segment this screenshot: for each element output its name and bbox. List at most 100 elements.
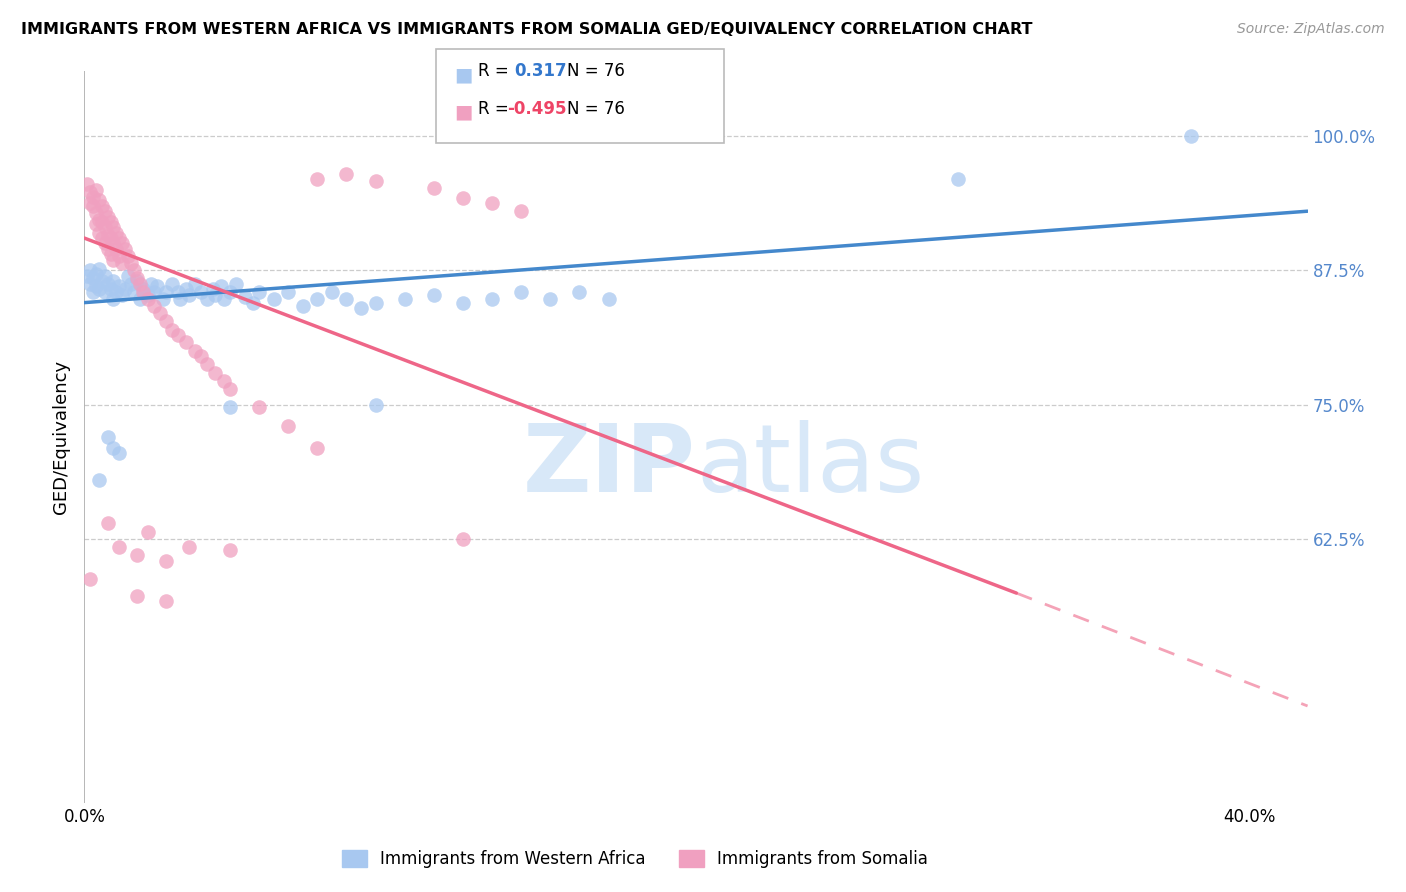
Point [204, 288, 226, 302]
Point [100, 282, 122, 296]
Point [82, 190, 104, 204]
Point [277, 285, 299, 299]
Point [82, 199, 104, 213]
Point [103, 274, 125, 288]
Point [190, 285, 212, 299]
Point [204, 366, 226, 380]
Point [105, 242, 128, 256]
Point [538, 293, 561, 307]
Point [84, 217, 107, 231]
Point [364, 174, 387, 188]
Text: IMMIGRANTS FROM WESTERN AFRICA VS IMMIGRANTS FROM SOMALIA GED/EQUIVALENCY CORREL: IMMIGRANTS FROM WESTERN AFRICA VS IMMIGR… [21, 22, 1032, 37]
Point [225, 277, 247, 292]
Point [125, 274, 148, 288]
Point [117, 249, 139, 263]
Text: R =: R = [478, 62, 515, 80]
Point [87, 282, 110, 296]
Point [155, 554, 177, 568]
Point [103, 236, 125, 251]
Point [321, 285, 343, 299]
Point [451, 533, 474, 547]
Point [105, 226, 128, 240]
Point [122, 285, 145, 299]
Point [84, 183, 107, 197]
Point [79, 572, 101, 586]
Point [307, 441, 329, 455]
Point [90, 215, 112, 229]
Point [90, 231, 112, 245]
Point [195, 357, 218, 371]
Point [93, 268, 115, 283]
Point [93, 204, 115, 219]
Point [155, 285, 177, 299]
Point [87, 262, 110, 277]
Point [155, 314, 177, 328]
Point [219, 382, 242, 396]
Point [184, 344, 207, 359]
Point [82, 271, 104, 285]
Point [103, 293, 125, 307]
Point [212, 374, 235, 388]
Text: atlas: atlas [696, 420, 924, 512]
Point [97, 210, 120, 224]
Point [155, 593, 177, 607]
Point [143, 299, 166, 313]
Point [76, 268, 98, 283]
Text: 0.317: 0.317 [515, 62, 567, 80]
Point [166, 285, 188, 299]
Point [93, 285, 115, 299]
Point [307, 172, 329, 186]
Point [105, 285, 128, 299]
Y-axis label: GED/Equivalency: GED/Equivalency [52, 360, 70, 514]
Point [138, 524, 160, 539]
Text: ■: ■ [454, 65, 472, 84]
Point [946, 172, 969, 186]
Point [190, 350, 212, 364]
Point [100, 247, 122, 261]
Point [394, 293, 416, 307]
Point [87, 473, 110, 487]
Point [263, 293, 285, 307]
Point [111, 256, 134, 270]
Point [166, 327, 188, 342]
Point [100, 215, 122, 229]
Point [138, 288, 160, 302]
Point [128, 277, 150, 292]
Point [125, 271, 148, 285]
Point [82, 285, 104, 299]
Point [242, 295, 264, 310]
Point [598, 293, 620, 307]
Point [79, 195, 101, 210]
Point [510, 204, 533, 219]
Point [451, 191, 474, 205]
Point [138, 293, 160, 307]
Point [108, 249, 131, 263]
Point [122, 263, 145, 277]
Legend: Immigrants from Western Africa, Immigrants from Somalia: Immigrants from Western Africa, Immigran… [335, 844, 935, 875]
Text: ■: ■ [454, 103, 472, 121]
Point [423, 180, 446, 194]
Point [97, 277, 120, 292]
Point [277, 419, 299, 434]
Point [364, 295, 387, 310]
Point [247, 285, 270, 299]
Point [93, 220, 115, 235]
Point [141, 277, 163, 292]
Point [114, 282, 136, 296]
Point [291, 299, 314, 313]
Text: Source: ZipAtlas.com: Source: ZipAtlas.com [1237, 22, 1385, 37]
Point [247, 400, 270, 414]
Point [510, 285, 533, 299]
Point [179, 540, 201, 554]
Point [143, 285, 166, 299]
Point [423, 288, 446, 302]
Point [87, 226, 110, 240]
Point [160, 322, 183, 336]
Point [125, 549, 148, 563]
Text: R =: R = [478, 100, 515, 118]
Point [87, 194, 110, 208]
Point [108, 540, 131, 554]
Point [108, 231, 131, 245]
Point [93, 236, 115, 251]
Point [114, 242, 136, 256]
